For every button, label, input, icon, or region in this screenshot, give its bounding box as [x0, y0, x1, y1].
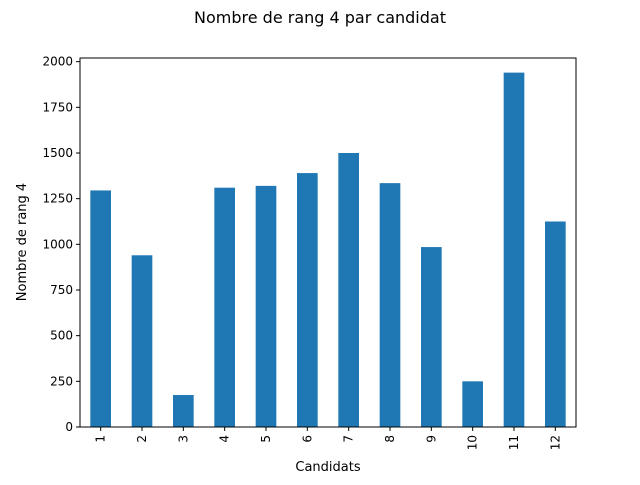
x-tick-label-6: 6	[300, 435, 314, 443]
bar-3	[173, 395, 194, 427]
y-tick-label-500: 500	[50, 329, 73, 343]
y-axis: 0 250 500 750 1000 1250 1500 1750 2000	[42, 55, 80, 434]
y-axis-label: Nombre de rang 4	[15, 183, 30, 301]
x-axis: 1 2 3 4 5 6 7 8 9 10 11 12	[94, 427, 562, 450]
x-axis-label: Candidats	[295, 460, 360, 475]
y-tick-label-750: 750	[50, 283, 73, 297]
chart-title: Nombre de rang 4 par candidat	[194, 8, 446, 27]
y-tick-label-1000: 1000	[42, 237, 73, 251]
bars-group	[90, 72, 566, 427]
bar-12	[545, 221, 566, 427]
bar-8	[379, 183, 401, 427]
bar-2	[131, 255, 153, 427]
y-tick-label-1750: 1750	[42, 100, 73, 114]
bar-1	[90, 190, 111, 427]
bar-7	[338, 152, 359, 427]
y-tick-label-2000: 2000	[42, 55, 73, 69]
bar-5	[255, 185, 277, 427]
y-tick-label-0: 0	[65, 420, 73, 434]
bar-4	[214, 187, 235, 427]
x-tick-label-12: 12	[548, 435, 562, 450]
x-tick-label-3: 3	[176, 435, 190, 443]
bar-10	[462, 381, 483, 427]
y-tick-label-1250: 1250	[42, 192, 73, 206]
bar-6	[297, 173, 318, 427]
x-tick-label-9: 9	[424, 435, 438, 443]
x-tick-label-8: 8	[383, 435, 397, 443]
x-tick-label-7: 7	[342, 435, 356, 443]
y-tick-label-250: 250	[50, 374, 73, 388]
bar-9	[421, 247, 442, 427]
x-tick-label-11: 11	[507, 435, 521, 450]
x-tick-label-10: 10	[466, 435, 480, 450]
x-tick-label-2: 2	[135, 435, 149, 443]
bar-11	[503, 72, 525, 427]
y-tick-label-1500: 1500	[42, 146, 73, 160]
x-tick-label-1: 1	[94, 435, 108, 443]
x-tick-label-5: 5	[259, 435, 273, 443]
plot-frame	[79, 57, 577, 428]
x-tick-label-4: 4	[218, 435, 232, 443]
